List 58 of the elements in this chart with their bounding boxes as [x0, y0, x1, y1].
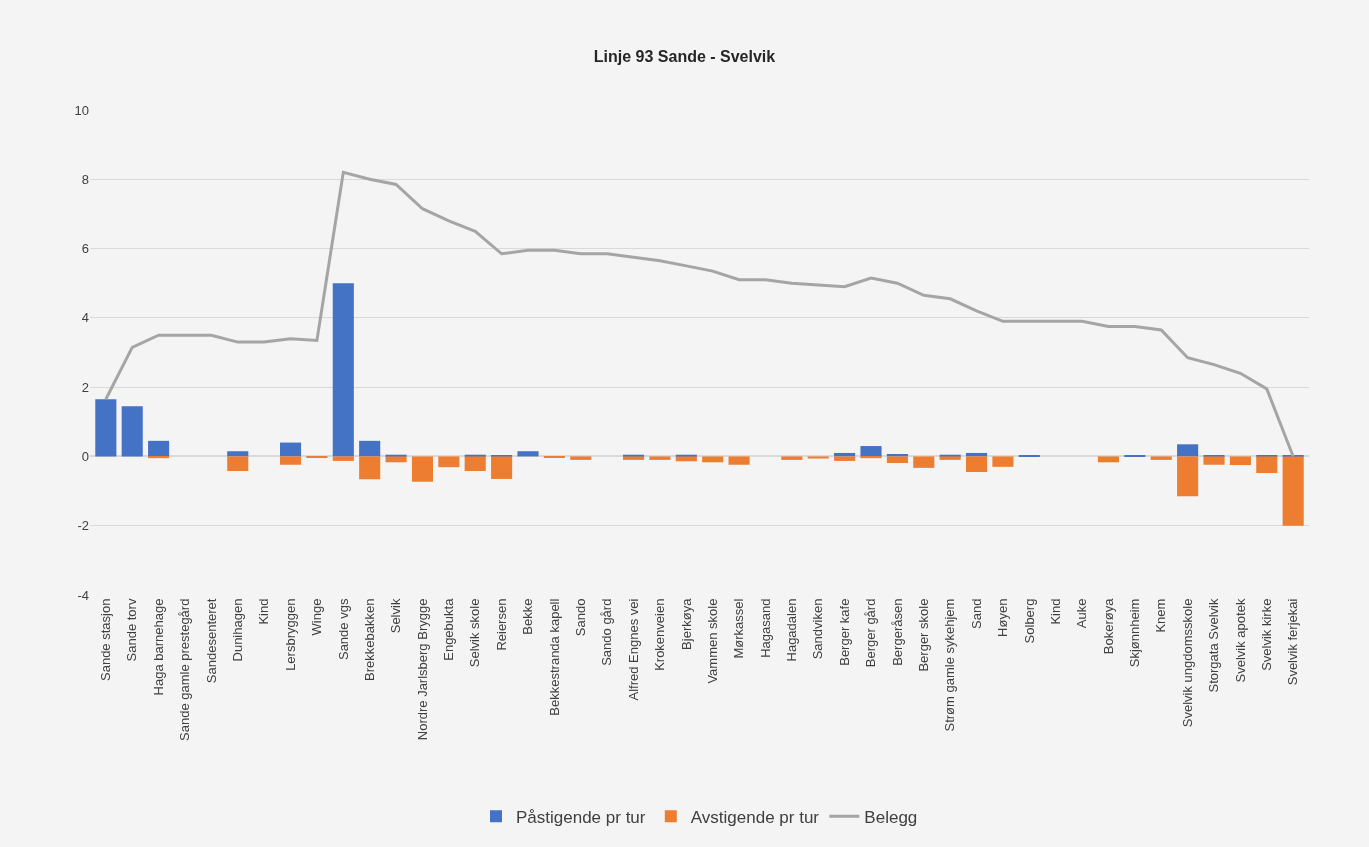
- y-tick-label: 4: [81, 310, 89, 326]
- y-tick-label: -4: [77, 587, 89, 603]
- x-tick-label: Mørkassel: [731, 598, 747, 659]
- x-tick-label: Selvik skole: [467, 598, 483, 668]
- chart-title: Linje 93 Sande - Svelvik: [593, 48, 776, 66]
- y-tick-label: -2: [77, 518, 89, 534]
- x-tick-label: Reiersen: [493, 598, 509, 651]
- x-tick-label: Svelvik ferjekai: [1285, 598, 1301, 686]
- x-tick-label: Vammen skole: [704, 598, 720, 684]
- x-tick-label: Sando: [572, 598, 588, 637]
- x-tick-label: Sande torv: [124, 598, 140, 662]
- x-tick-label: Skjønnheim: [1127, 598, 1143, 668]
- x-tick-label: Haga barnehage: [150, 598, 166, 696]
- x-tick-label: Svelvik ungdomsskole: [1179, 598, 1195, 728]
- x-tick-label: Berger skole: [915, 598, 931, 672]
- x-tick-label: Berger kafe: [836, 598, 852, 666]
- x-tick-label: Strøm gamle sykehjem: [942, 598, 958, 732]
- x-tick-label: Sandesenteret: [203, 598, 219, 684]
- x-tick-label: Lersbryggen: [282, 598, 298, 671]
- x-tick-label: Hagadalen: [784, 598, 800, 662]
- x-tick-label: Selvik: [388, 598, 404, 634]
- x-tick-label: Engebukta: [441, 597, 457, 661]
- legend-label: Belegg: [864, 807, 918, 827]
- x-tick-label: Svelvik kirke: [1259, 598, 1275, 671]
- x-tick-label: Alfred Engnes vei: [625, 598, 641, 701]
- x-tick-label: Bokerøya: [1100, 597, 1116, 655]
- x-tick-label: Sandviken: [810, 598, 826, 660]
- x-tick-label: Høyen: [995, 598, 1011, 637]
- x-tick-label: Knem: [1153, 598, 1169, 633]
- x-tick-label: Winge: [309, 598, 325, 636]
- x-tick-label: Sande gamle prestegård: [177, 598, 193, 741]
- x-tick-label: Bekkestranda kapell: [546, 598, 562, 716]
- x-tick-label: Sande stasjon: [98, 598, 114, 682]
- y-tick-label: 10: [74, 102, 89, 118]
- x-tick-label: Hagasand: [757, 598, 773, 658]
- x-tick-label: Kind: [1047, 598, 1063, 625]
- x-tick-label: Kind: [256, 598, 272, 625]
- x-tick-label: Storgata Svelvik: [1206, 598, 1222, 693]
- x-tick-label: Sand: [968, 598, 984, 629]
- x-tick-label: Sando gård: [599, 598, 615, 666]
- x-tick-label: Brekkebakken: [361, 598, 377, 681]
- x-tick-label: Berger gård: [863, 598, 879, 668]
- x-tick-label: Dunihagen: [229, 598, 245, 662]
- y-tick-label: 0: [81, 448, 89, 464]
- legend-label: Avstigende pr tur: [690, 807, 820, 827]
- x-tick-label: Auke: [1074, 598, 1090, 629]
- x-tick-label: Bekke: [520, 598, 536, 635]
- y-tick-label: 8: [81, 171, 89, 187]
- x-tick-label: Solberg: [1021, 598, 1037, 644]
- x-tick-label: Bergeråsen: [889, 598, 905, 666]
- x-tick-label: Sande vgs: [335, 598, 351, 661]
- x-tick-label: Krokenveien: [652, 598, 668, 671]
- y-tick-label: 2: [81, 379, 89, 395]
- legend-label: Påstigende pr tur: [516, 807, 646, 827]
- x-tick-label: Nordre Jarlsberg Brygge: [414, 598, 430, 741]
- y-tick-label: 6: [81, 241, 89, 257]
- x-tick-label: Bjerkøya: [678, 597, 694, 650]
- x-tick-label: Svelvik apotek: [1232, 598, 1248, 683]
